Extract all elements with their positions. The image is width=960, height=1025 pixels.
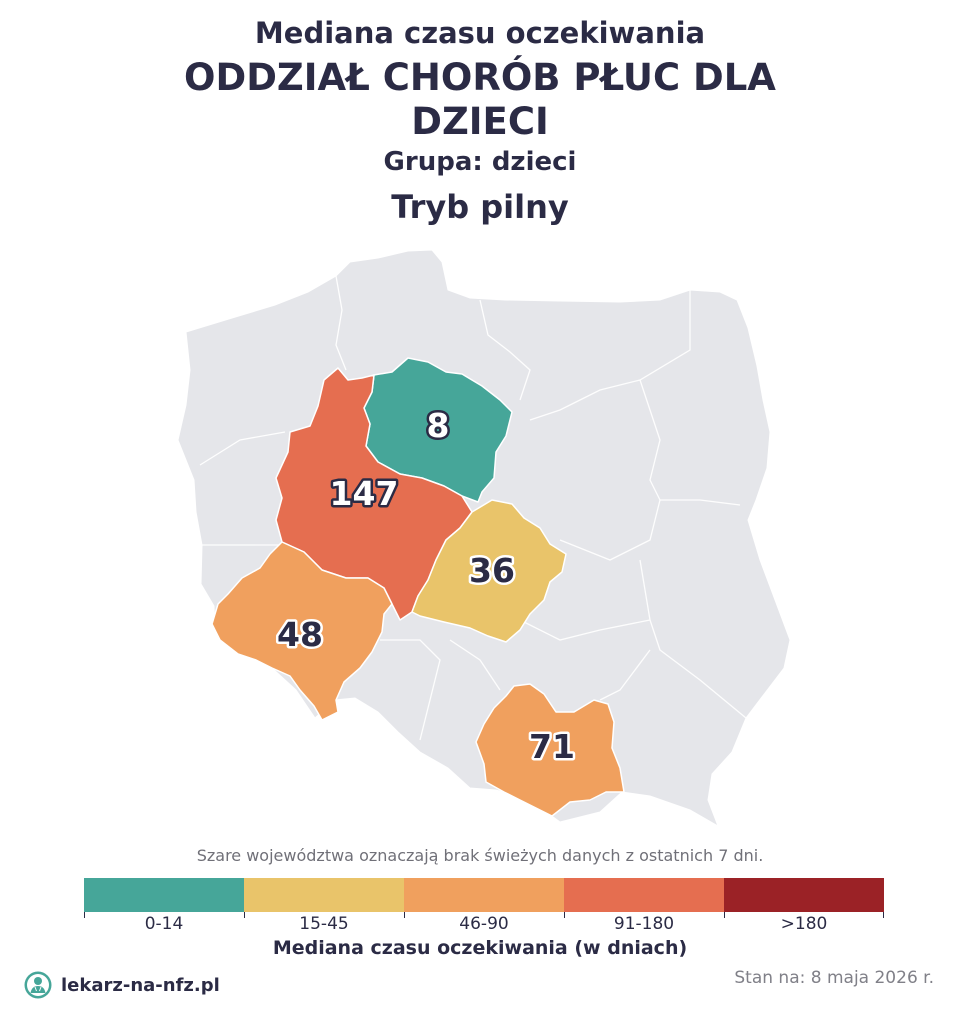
- legend-swatch-3: [564, 878, 724, 912]
- brand-name: lekarz-na-nfz.pl: [61, 974, 220, 996]
- legend-tick: [84, 912, 85, 918]
- legend-label-0: 0-14: [144, 914, 184, 934]
- brand[interactable]: lekarz-na-nfz.pl: [24, 971, 220, 999]
- region-value-kujawsko-pomorskie: 8: [427, 406, 450, 445]
- doctor-icon: [24, 971, 52, 999]
- region-lodzkie[interactable]: [411, 499, 567, 643]
- group-label: Grupa: dzieci: [383, 147, 577, 177]
- page-title: ODDZIAŁ CHORÓB PŁUC DLA DZIECI: [184, 56, 776, 143]
- legend-label-3: 91-180: [613, 914, 675, 934]
- subtitle-metric: Mediana czasu oczekiwania: [254, 16, 706, 50]
- region-value-lodzkie: 36: [469, 551, 515, 590]
- legend-label-1: 15-45: [299, 914, 349, 934]
- legend-title: Mediana czasu oczekiwania (w dniach): [272, 937, 688, 959]
- legend-color-bar: [84, 878, 884, 912]
- legend-tick: [244, 912, 245, 918]
- region-malopolskie[interactable]: [475, 683, 625, 817]
- legend-tick: [883, 912, 884, 918]
- legend-tick: [404, 912, 405, 918]
- region-value-dolnoslaskie: 48: [277, 615, 323, 654]
- legend-labels: 0-14 15-45 46-90 91-180 >180: [84, 912, 884, 936]
- no-data-note: Szare województwa oznaczają brak świeżyc…: [196, 846, 764, 865]
- region-dolnoslaskie[interactable]: [211, 541, 393, 721]
- legend-swatch-1: [244, 878, 404, 912]
- poland-map: 8 147 36 48 71: [177, 249, 791, 828]
- legend-label-4: >180: [780, 914, 828, 934]
- region-value-wielkopolskie: 147: [330, 474, 399, 513]
- region-value-malopolskie: 71: [529, 727, 575, 766]
- province-borders: [198, 275, 747, 741]
- legend-swatch-2: [404, 878, 564, 912]
- legend-label-2: 46-90: [459, 914, 509, 934]
- mode-label: Tryb pilny: [391, 188, 569, 226]
- legend-tick: [724, 912, 725, 918]
- legend-swatch-4: [724, 878, 884, 912]
- region-value-labels: 8 147 36 48 71: [275, 404, 578, 769]
- data-date: Stan na: 8 maja 2026 r.: [734, 968, 934, 988]
- legend-tick: [564, 912, 565, 918]
- legend-swatch-0: [84, 878, 244, 912]
